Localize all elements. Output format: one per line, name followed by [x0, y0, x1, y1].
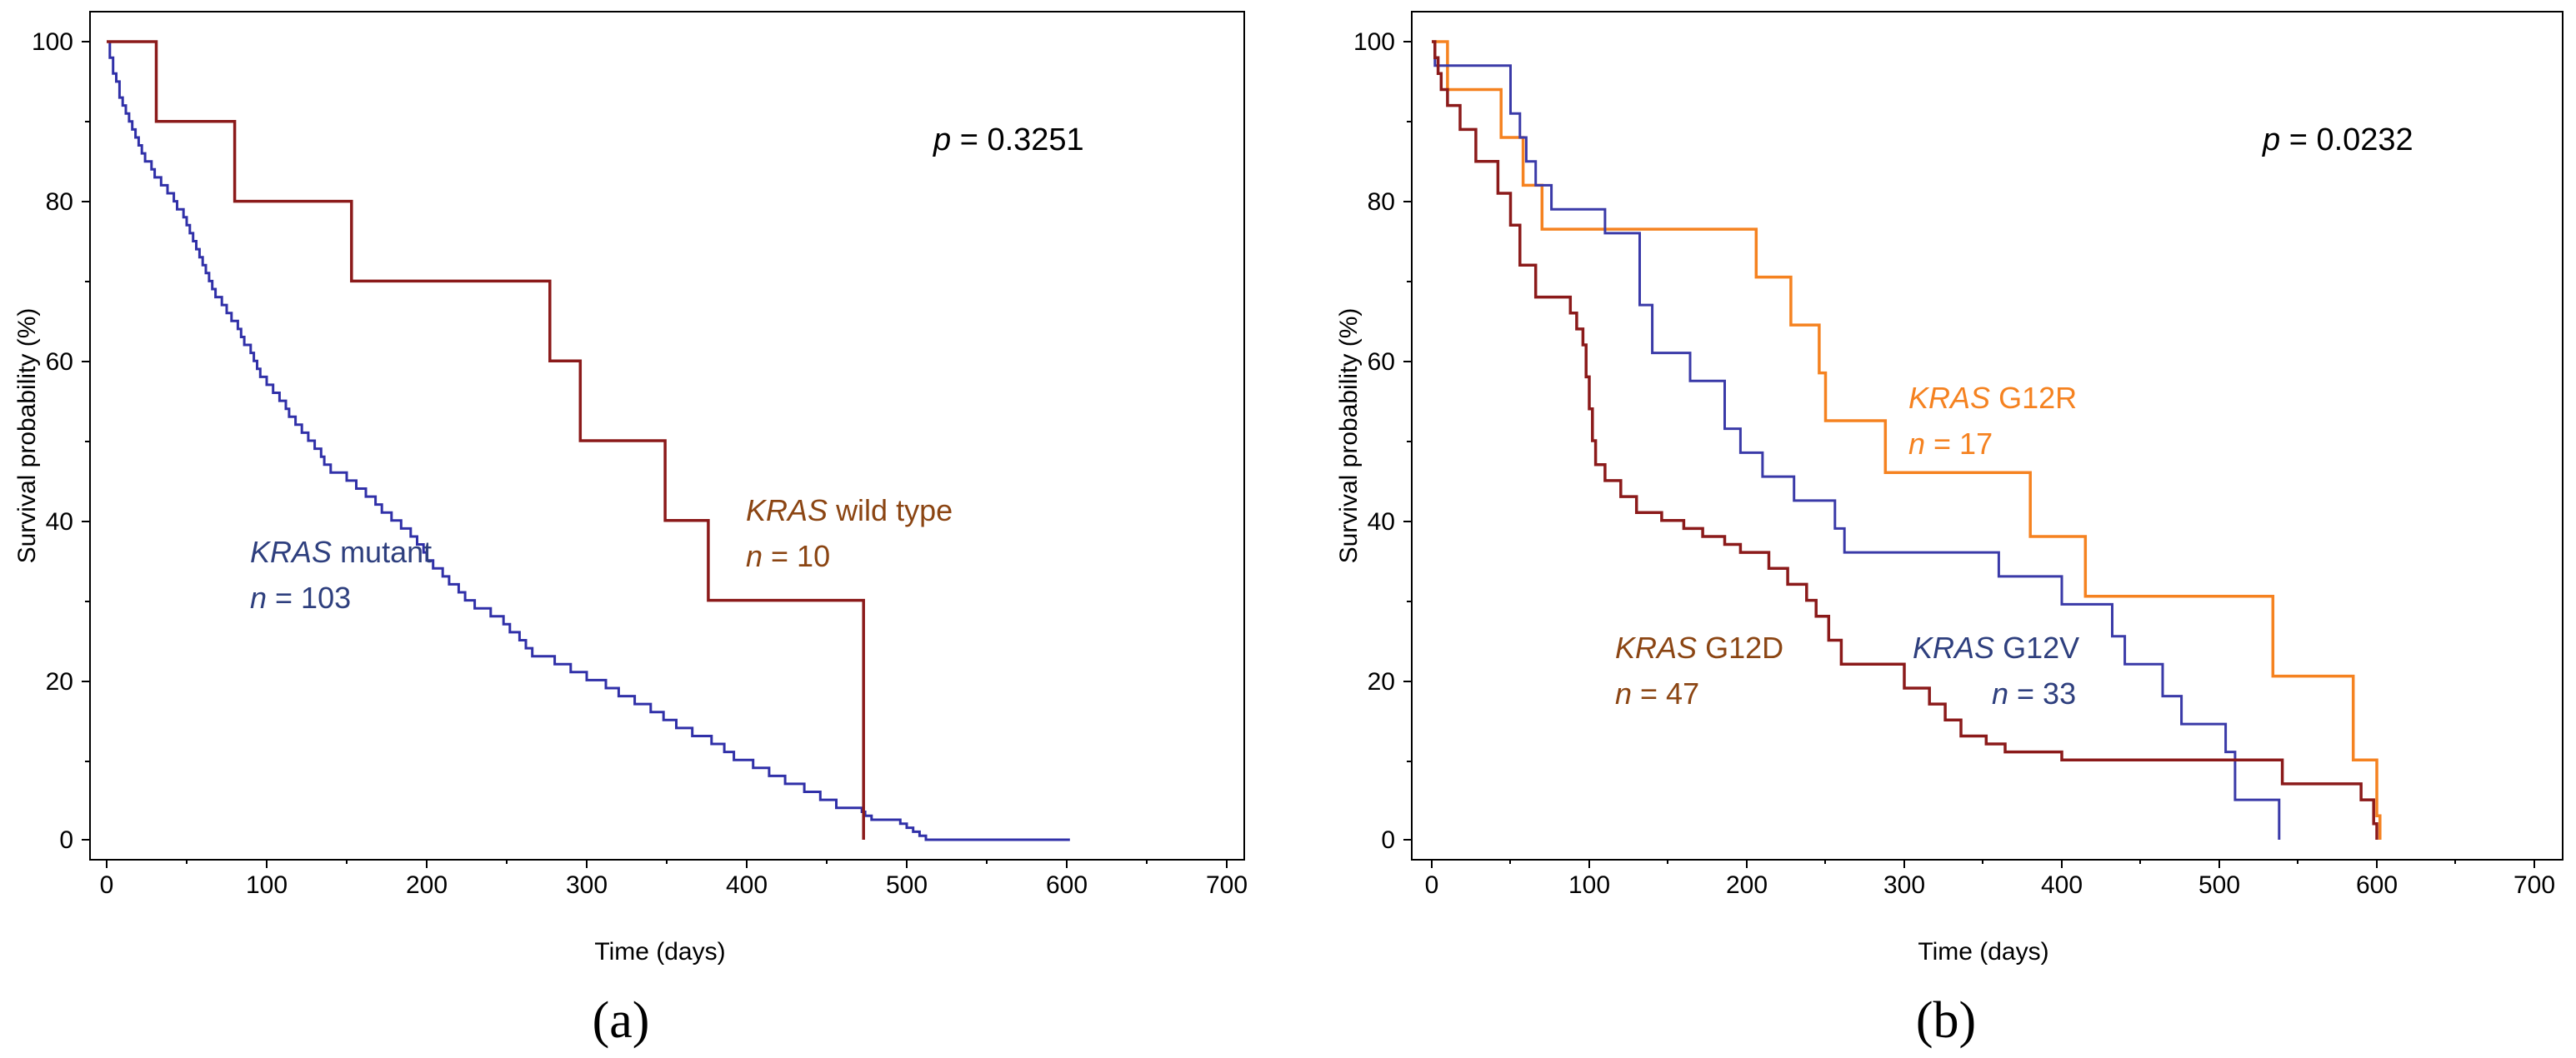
panel-b-xlabel-0: 0 — [1425, 871, 1439, 899]
kras-wild-type-n: n = 10 — [746, 539, 830, 573]
kras-g12d-variant-space — [1697, 631, 1705, 665]
kras-g12d-n: n = 47 — [1615, 676, 1699, 711]
panel-a-y-axis-title: Survival probability (%) — [13, 308, 41, 564]
kras-g12r-n-text: = 17 — [1925, 427, 1993, 461]
kras-g12d-n-text: = 47 — [1632, 676, 1699, 711]
panel-b-xlabel-100: 100 — [1568, 871, 1610, 899]
kras-g12v-curve — [1432, 40, 2281, 840]
panel-b-x-axis-title: Time (days) — [1918, 938, 2048, 966]
panel-a-p-text: = 0.3251 — [951, 122, 1084, 157]
panel-a-y-ticks — [82, 41, 90, 841]
panel-b-xlabel-400: 400 — [2041, 871, 2083, 899]
panel-b-ylabel-60: 60 — [1368, 348, 1395, 376]
kras-g12d-curve — [1432, 40, 2378, 840]
kras-g12r-label: KRAS G12R — [1908, 381, 2077, 415]
kras-g12d-n-symbol: n — [1615, 676, 1632, 711]
panel-b-p-symbol: p — [2262, 122, 2280, 157]
panel-a-xlabel-100: 100 — [246, 871, 288, 899]
panel-b-ylabel-0: 0 — [1381, 826, 1395, 854]
panel-b-ylabel-100: 100 — [1353, 28, 1395, 56]
panel-b-xlabel-500: 500 — [2198, 871, 2240, 899]
kras-g12r-n-symbol: n — [1908, 427, 1925, 461]
panel-a-xlabel-700: 700 — [1206, 871, 1248, 899]
kras-g12d-gene: KRAS — [1615, 631, 1697, 665]
kras-g12v-label: KRAS G12V — [1913, 631, 2079, 665]
kras-g12v-n-text: = 33 — [2008, 676, 2076, 711]
kras-g12v-variant: G12V — [2003, 631, 2079, 665]
panel-a-p-value: p = 0.3251 — [933, 122, 1084, 157]
panel-b-frame — [1411, 11, 2563, 861]
kras-g12v-n: n = 33 — [1992, 676, 2076, 711]
kras-mutant-variant-space — [332, 535, 340, 569]
kras-mutant-n-symbol: n — [250, 581, 267, 615]
panel-a-p-symbol: p — [933, 122, 951, 157]
panel-b-xlabel-600: 600 — [2356, 871, 2398, 899]
panel-a-xlabel-300: 300 — [566, 871, 608, 899]
kras-g12r-variant-space — [1990, 381, 1998, 415]
panel-a-ylabel-80: 80 — [46, 188, 73, 216]
panel-a-label: (a) — [593, 992, 650, 1049]
panel-b-ylabel-80: 80 — [1368, 188, 1395, 216]
kras-mutant-gene: KRAS — [250, 535, 332, 569]
kras-g12r-variant: G12R — [1998, 381, 2077, 415]
kras-wild-type-n-symbol: n — [746, 539, 763, 573]
panel-a-ylabel-20: 20 — [46, 668, 73, 696]
panel-b-p-text: = 0.0232 — [2280, 122, 2413, 157]
kras-g12d-variant: G12D — [1705, 631, 1783, 665]
kras-g12v-n-symbol: n — [1992, 676, 2008, 711]
kras-mutant-variant: mutant — [340, 535, 432, 569]
panel-b-ylabel-20: 20 — [1368, 668, 1395, 696]
panel-a-x-ticks — [106, 860, 1228, 868]
panel-a-xlabel-500: 500 — [886, 871, 928, 899]
panel-a-ylabel-0: 0 — [59, 826, 73, 854]
panel-b-xlabel-300: 300 — [1883, 871, 1925, 899]
panel-b-plot — [1432, 40, 2382, 840]
kras-g12d-label: KRAS G12D — [1615, 631, 1783, 665]
kras-wild-type-gene: KRAS — [746, 493, 828, 527]
panel-a: 100 80 60 40 20 0 0 100 200 — [13, 11, 1248, 1049]
kras-mutant-curve — [107, 40, 1070, 841]
kras-wild-type-curve — [107, 40, 865, 840]
panel-a-xlabel-400: 400 — [726, 871, 768, 899]
panel-a-xlabel-200: 200 — [406, 871, 448, 899]
kras-wild-type-label: KRAS wild type — [746, 493, 953, 527]
kras-g12r-n: n = 17 — [1908, 427, 1993, 461]
panel-a-ylabel-100: 100 — [32, 28, 73, 56]
kras-mutant-n-text: = 103 — [267, 581, 351, 615]
panel-b-x-labels: 0 100 200 300 400 500 600 700 — [1425, 871, 2555, 899]
panel-b-y-ticks — [1403, 41, 1412, 841]
panel-a-ylabel-40: 40 — [46, 508, 73, 536]
panel-a-ylabel-60: 60 — [46, 348, 73, 376]
panel-a-x-labels: 0 100 200 300 400 500 600 700 — [100, 871, 1248, 899]
panel-a-plot — [107, 40, 1070, 841]
kras-g12r-curve — [1432, 40, 2382, 840]
panel-b-y-labels: 100 80 60 40 20 0 — [1353, 28, 1395, 854]
kras-mutant-n: n = 103 — [250, 581, 351, 615]
kras-g12r-gene: KRAS — [1908, 381, 1990, 415]
kras-wild-type-variant-space — [828, 493, 836, 527]
kras-g12v-variant-space — [1994, 631, 2003, 665]
panel-b-label: (b) — [1916, 992, 1976, 1049]
panel-a-x-axis-title: Time (days) — [594, 938, 725, 966]
panel-a-xlabel-600: 600 — [1046, 871, 1088, 899]
panel-b: 100 80 60 40 20 0 0 100 200 — [1335, 11, 2563, 1049]
panel-b-x-ticks — [1431, 860, 2535, 868]
panel-b-xlabel-700: 700 — [2513, 871, 2555, 899]
kras-wild-type-n-text: = 10 — [763, 539, 830, 573]
panel-a-y-labels: 100 80 60 40 20 0 — [32, 28, 73, 854]
panel-b-p-value: p = 0.0232 — [2262, 122, 2413, 157]
panel-b-ylabel-40: 40 — [1368, 508, 1395, 536]
panel-a-xlabel-0: 0 — [100, 871, 114, 899]
panel-b-y-axis-title: Survival probability (%) — [1335, 308, 1363, 564]
kras-mutant-label: KRAS mutant — [250, 535, 432, 569]
panel-b-xlabel-200: 200 — [1726, 871, 1768, 899]
kras-wild-type-variant: wild type — [835, 493, 953, 527]
kras-g12v-gene: KRAS — [1913, 631, 1994, 665]
